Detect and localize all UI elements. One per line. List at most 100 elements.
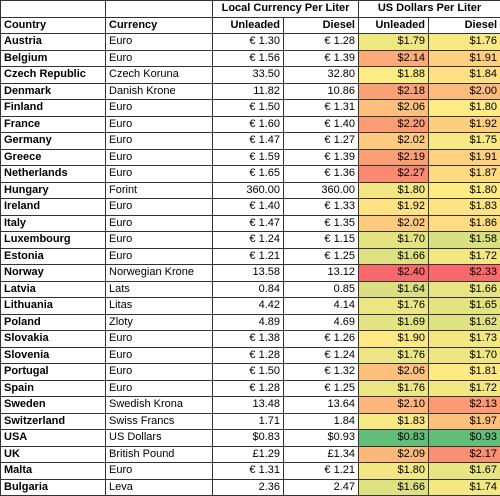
currency-cell: Swedish Krona xyxy=(106,397,213,414)
country-cell: Hungary xyxy=(1,182,106,199)
currency-cell: US Dollars xyxy=(106,430,213,447)
country-cell: USA xyxy=(1,430,106,447)
price-cell: $1.80 xyxy=(359,463,429,480)
price-cell: $2.33 xyxy=(429,265,500,282)
price-cell: $1.92 xyxy=(429,116,500,133)
country-cell: Lithuania xyxy=(1,298,106,315)
price-cell: $2.02 xyxy=(359,215,429,232)
blank-cell xyxy=(106,1,213,18)
price-cell: $1.91 xyxy=(429,50,500,67)
currency-cell: Euro xyxy=(106,463,213,480)
group-header: Local Currency Per Liter xyxy=(213,1,359,18)
price-cell: € 1.30 xyxy=(213,34,284,51)
price-cell: € 1.33 xyxy=(284,199,359,216)
currency-cell: Czech Koruna xyxy=(106,67,213,84)
price-cell: $1.73 xyxy=(429,331,500,348)
country-cell: UK xyxy=(1,446,106,463)
price-cell: 0.84 xyxy=(213,281,284,298)
price-cell: $1.69 xyxy=(359,314,429,331)
price-cell: $1.70 xyxy=(359,232,429,249)
price-cell: € 1.28 xyxy=(284,34,359,51)
column-header: Unleaded xyxy=(213,17,284,34)
currency-cell: Euro xyxy=(106,166,213,183)
price-cell: $1.90 xyxy=(359,331,429,348)
price-cell: $1.81 xyxy=(429,364,500,381)
currency-cell: Euro xyxy=(106,133,213,150)
price-cell: € 1.50 xyxy=(213,364,284,381)
country-cell: Ireland xyxy=(1,199,106,216)
column-header: Unleaded xyxy=(359,17,429,34)
price-cell: € 1.25 xyxy=(284,380,359,397)
currency-cell: Zloty xyxy=(106,314,213,331)
price-cell: $2.06 xyxy=(359,364,429,381)
price-cell: 4.14 xyxy=(284,298,359,315)
price-cell: 2.47 xyxy=(284,479,359,496)
price-cell: 1.71 xyxy=(213,413,284,430)
price-cell: 4.69 xyxy=(284,314,359,331)
price-cell: $1.66 xyxy=(429,281,500,298)
country-cell: Bulgaria xyxy=(1,479,106,496)
country-cell: Poland xyxy=(1,314,106,331)
price-cell: € 1.47 xyxy=(213,215,284,232)
country-cell: Greece xyxy=(1,149,106,166)
currency-cell: Euro xyxy=(106,347,213,364)
price-cell: $1.83 xyxy=(359,413,429,430)
price-cell: € 1.40 xyxy=(213,199,284,216)
price-cell: $0.93 xyxy=(284,430,359,447)
price-cell: € 1.28 xyxy=(213,347,284,364)
price-cell: € 1.38 xyxy=(213,331,284,348)
country-cell: Belgium xyxy=(1,50,106,67)
price-cell: £1.29 xyxy=(213,446,284,463)
price-cell: 0.85 xyxy=(284,281,359,298)
price-cell: € 1.21 xyxy=(284,463,359,480)
price-cell: € 1.39 xyxy=(284,50,359,67)
price-cell: $1.76 xyxy=(359,298,429,315)
price-cell: $2.17 xyxy=(429,446,500,463)
price-cell: $1.97 xyxy=(429,413,500,430)
price-cell: $1.72 xyxy=(429,380,500,397)
currency-cell: Leva xyxy=(106,479,213,496)
currency-cell: Swiss Francs xyxy=(106,413,213,430)
price-cell: $2.40 xyxy=(359,265,429,282)
price-cell: $1.70 xyxy=(429,347,500,364)
price-cell: € 1.60 xyxy=(213,116,284,133)
currency-cell: Euro xyxy=(106,100,213,117)
price-cell: 33.50 xyxy=(213,67,284,84)
currency-cell: Euro xyxy=(106,34,213,51)
price-cell: € 1.40 xyxy=(284,116,359,133)
price-cell: € 1.36 xyxy=(284,166,359,183)
price-cell: $2.13 xyxy=(429,397,500,414)
currency-cell: British Pound xyxy=(106,446,213,463)
price-cell: $1.58 xyxy=(429,232,500,249)
price-cell: $2.14 xyxy=(359,50,429,67)
currency-cell: Norwegian Krone xyxy=(106,265,213,282)
price-cell: $2.00 xyxy=(429,83,500,100)
currency-cell: Forint xyxy=(106,182,213,199)
price-cell: $2.10 xyxy=(359,397,429,414)
currency-cell: Euro xyxy=(106,331,213,348)
country-cell: Denmark xyxy=(1,83,106,100)
currency-cell: Euro xyxy=(106,199,213,216)
country-cell: Malta xyxy=(1,463,106,480)
price-cell: $1.80 xyxy=(359,182,429,199)
currency-cell: Euro xyxy=(106,232,213,249)
currency-cell: Euro xyxy=(106,364,213,381)
currency-cell: Litas xyxy=(106,298,213,315)
price-cell: 13.12 xyxy=(284,265,359,282)
